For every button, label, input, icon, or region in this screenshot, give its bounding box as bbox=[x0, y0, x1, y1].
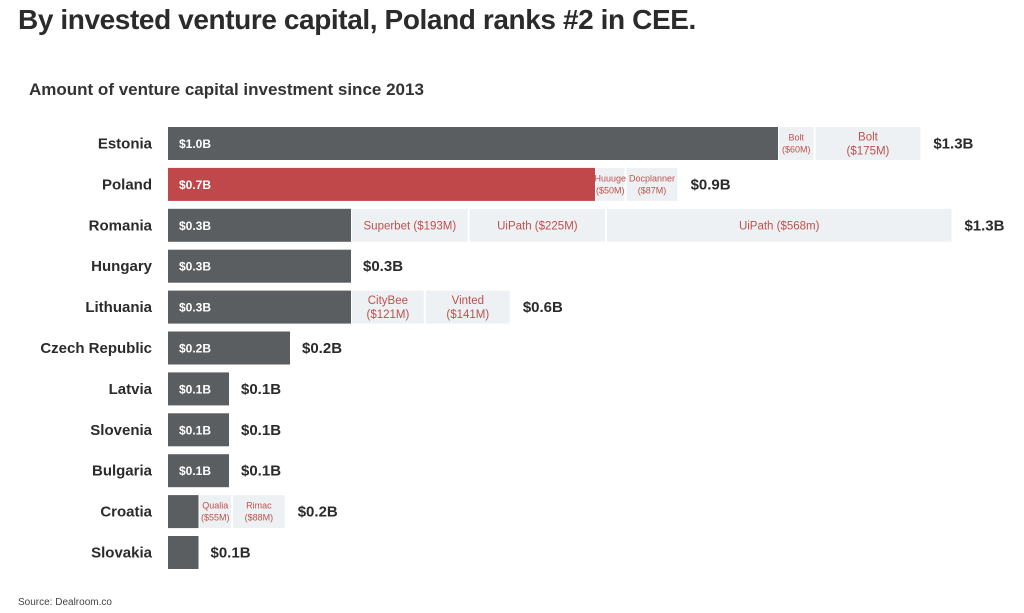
category-label-latvia: Latvia bbox=[109, 381, 153, 398]
category-label-bulgaria: Bulgaria bbox=[92, 463, 153, 480]
category-label-estonia: Estonia bbox=[98, 136, 153, 153]
category-label-poland: Poland bbox=[102, 176, 152, 193]
deal-amount-croatia-2: ($88M) bbox=[245, 513, 274, 523]
total-label-estonia: $1.3B bbox=[933, 136, 973, 153]
deal-name-romania-3: UiPath ($568m) bbox=[739, 220, 820, 232]
total-label-bulgaria: $0.1B bbox=[241, 463, 281, 480]
category-label-slovenia: Slovenia bbox=[90, 422, 152, 439]
deal-segment-poland-1 bbox=[596, 167, 625, 201]
total-label-czech-republic: $0.2B bbox=[302, 340, 342, 357]
deal-name-croatia-1: Qualia bbox=[202, 501, 228, 511]
total-label-slovakia: $0.1B bbox=[211, 545, 251, 562]
total-label-croatia: $0.2B bbox=[298, 504, 338, 521]
category-label-croatia: Croatia bbox=[100, 504, 152, 521]
deal-segment-croatia-1 bbox=[199, 495, 232, 529]
category-label-hungary: Hungary bbox=[91, 258, 153, 275]
total-label-poland: $0.9B bbox=[691, 176, 731, 193]
deal-name-lithuania-2: Vinted bbox=[452, 295, 484, 307]
deal-segment-lithuania-2 bbox=[425, 290, 510, 324]
bar-base-slovenia bbox=[168, 413, 229, 447]
page-title: By invested venture capital, Poland rank… bbox=[18, 4, 696, 35]
deal-name-poland-2: Docplanner bbox=[629, 173, 675, 183]
bar-base-estonia bbox=[168, 127, 778, 160]
deal-segment-lithuania-1 bbox=[352, 290, 424, 324]
deal-amount-lithuania-2: ($141M) bbox=[446, 309, 489, 321]
deal-name-romania-1: Superbet ($193M) bbox=[364, 220, 457, 232]
deal-segment-romania-2 bbox=[469, 208, 605, 242]
bar-value-label-estonia: $1.0B bbox=[179, 137, 211, 151]
bar-base-czech-republic bbox=[168, 331, 290, 365]
bar-value-label-lithuania: $0.3B bbox=[179, 301, 211, 315]
deal-name-estonia-1: Bolt bbox=[789, 133, 805, 143]
deal-name-lithuania-1: CityBee bbox=[368, 295, 408, 307]
bar-base-slovakia bbox=[168, 536, 199, 569]
total-label-romania: $1.3B bbox=[964, 217, 1004, 234]
bar-base-croatia bbox=[168, 495, 199, 529]
bar-value-label-hungary: $0.3B bbox=[179, 260, 211, 274]
deal-segment-romania-3 bbox=[606, 208, 952, 242]
deal-segment-romania-1 bbox=[352, 208, 468, 242]
deal-amount-poland-2: ($87M) bbox=[638, 185, 667, 195]
deal-amount-estonia-2: ($175M) bbox=[847, 146, 890, 158]
bar-value-label-poland: $0.7B bbox=[179, 178, 211, 192]
bar-value-label-czech-republic: $0.2B bbox=[179, 342, 211, 356]
total-label-slovenia: $0.1B bbox=[241, 422, 281, 439]
category-label-romania: Romania bbox=[89, 217, 153, 234]
deal-segment-estonia-1 bbox=[779, 127, 814, 160]
deal-name-poland-1: Huuuge bbox=[594, 173, 626, 183]
bar-base-romania bbox=[168, 208, 351, 242]
category-label-czech-republic: Czech Republic bbox=[40, 340, 152, 357]
bar-base-latvia bbox=[168, 372, 229, 406]
bar-value-label-romania: $0.3B bbox=[179, 219, 211, 233]
deal-segment-estonia-2 bbox=[815, 127, 921, 160]
category-label-slovakia: Slovakia bbox=[91, 545, 153, 562]
deal-amount-poland-1: ($50M) bbox=[596, 185, 625, 195]
total-label-latvia: $0.1B bbox=[241, 381, 281, 398]
deal-segment-poland-2 bbox=[626, 167, 678, 201]
bar-base-poland bbox=[168, 167, 595, 201]
deal-name-romania-2: UiPath ($225M) bbox=[497, 220, 578, 232]
bar-base-bulgaria bbox=[168, 454, 229, 488]
chart-subtitle: Amount of venture capital investment sin… bbox=[29, 80, 424, 99]
bar-value-label-latvia: $0.1B bbox=[179, 382, 211, 396]
source-note: Source: Dealroom.co bbox=[18, 597, 112, 608]
deal-amount-croatia-1: ($55M) bbox=[201, 513, 230, 523]
deal-segment-croatia-2 bbox=[233, 495, 285, 529]
deal-amount-lithuania-1: ($121M) bbox=[366, 309, 409, 321]
deal-name-croatia-2: Rimac bbox=[246, 501, 272, 511]
bar-value-label-slovenia: $0.1B bbox=[179, 423, 211, 437]
bar-base-hungary bbox=[168, 249, 351, 283]
total-label-lithuania: $0.6B bbox=[523, 299, 563, 316]
deal-name-estonia-2: Bolt bbox=[858, 132, 879, 144]
bar-value-label-bulgaria: $0.1B bbox=[179, 464, 211, 478]
deal-amount-estonia-1: ($60M) bbox=[782, 145, 811, 155]
total-label-hungary: $0.3B bbox=[363, 258, 403, 275]
bar-base-lithuania bbox=[168, 290, 351, 324]
category-label-lithuania: Lithuania bbox=[85, 299, 152, 316]
